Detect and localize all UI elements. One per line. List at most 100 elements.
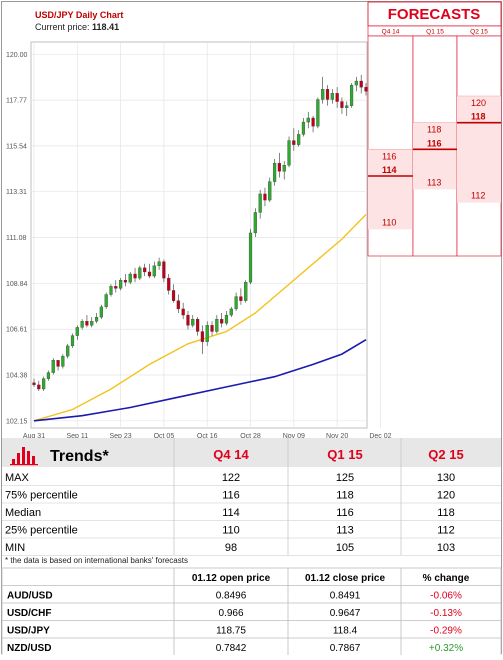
candle [94,313,99,324]
candle [258,189,262,219]
trends-row: MAX 122 125 130 [2,472,501,486]
candle [66,343,70,359]
trends-cell: 110 [222,525,240,537]
market-pair: USD/CHF [7,608,51,619]
market-col-header: % change [423,573,470,584]
candle [287,136,291,168]
candle-body [205,325,209,342]
candle [90,317,94,328]
candle-body [244,282,248,301]
candle [210,321,214,336]
candle-body [340,101,344,108]
candle [224,310,229,326]
candle [349,83,354,108]
candle-body [224,314,229,324]
candle-body [51,360,55,373]
candle-body [349,84,354,106]
market-frame [1,567,502,656]
trends-row: 75% percentile 116 118 120 [2,490,501,504]
market-col-header: 01.12 close price [305,573,385,584]
trends-cell: 116 [336,507,354,519]
candle [321,76,325,104]
trends-cell: 112 [437,525,455,537]
candle [143,263,147,277]
candle [152,261,156,279]
candle [171,284,176,303]
candle-body [152,265,156,277]
candle-body [268,181,272,201]
candle-body [292,140,296,145]
y-tick-label: 104.38 [6,373,28,380]
forecast-column: 120 118 112 [456,35,502,257]
trends-rows: MAX 122 125 130 75% percentile 116 118 120 Media… [2,472,501,556]
y-tick-label: 102.15 [6,418,28,425]
candle [234,292,238,311]
market-open: 118.75 [216,626,246,637]
market-open: 0.8496 [216,591,247,602]
candle [253,208,257,238]
candle [37,380,41,392]
forecast-median-label: 116 [427,138,442,148]
forecast-column: 116 114 110 [367,35,414,257]
trends-cell: 105 [336,542,354,554]
forecast-bottom-label: 113 [427,177,441,187]
candle-body [229,308,233,316]
trends-row-label: MAX [5,472,30,484]
market-change: -0.13% [430,608,462,619]
candle-body [325,89,330,100]
candle [104,292,108,309]
x-tick-label: Nov 09 [283,433,305,440]
candle-body [133,273,137,279]
trends-row-label: 75% percentile [5,490,78,502]
candle-body [138,267,142,279]
trends-row: Median 114 116 118 [2,507,501,521]
forecast-median-label: 118 [471,112,486,122]
market-table: 01.12 open price 01.12 close price % chang… [1,567,502,656]
forecast-median-label: 114 [382,165,397,175]
candle-body [297,134,301,145]
y-tick-label: 115.54 [6,143,27,150]
market-close: 118.4 [333,626,358,637]
candle [32,378,36,387]
moving-averages [33,214,367,422]
trends-cell: 118 [336,490,354,502]
candle [215,315,219,334]
candles [32,74,368,392]
candle-body [258,193,262,213]
y-tick-label: 111.08 [6,235,26,242]
market-rows: 01.12 open price 01.12 close price % chang… [1,567,502,656]
market-open: 0.7842 [216,643,247,654]
trends-row-label: 25% percentile [5,525,78,537]
candle-body [119,280,123,289]
trends-cell: 118 [437,507,455,519]
candle-body [61,355,65,367]
market-open: 0.966 [218,608,243,619]
candle [162,259,166,283]
candle-body [196,319,200,332]
candle [200,325,204,355]
candle-body [157,261,161,266]
candle-body [85,321,89,326]
trends-footnote: * the data is based on international ban… [5,556,188,565]
y-tick-label: 117.77 [6,98,27,105]
x-tick-label: Nov 20 [326,433,348,440]
candle [186,310,190,330]
candle-body [191,319,195,326]
candle-body [301,121,306,135]
x-axis-ticks: Aug 31 Sep 11 Sep 23 Oct 05 Oct 16 Oct 28 Nov … [23,433,392,440]
candle [272,159,277,186]
candle-body [143,267,147,273]
candle [325,85,330,106]
candle [239,288,243,305]
current-price: Current price: 118.41 [35,22,119,32]
candle [99,304,103,320]
market-pair: USD/JPY [7,626,50,637]
forecast-top-label: 116 [382,151,396,161]
candle [138,265,142,281]
ma-slow-line [33,339,367,422]
candle-body [239,296,243,301]
candle-body [123,280,128,283]
candle-body [248,232,253,283]
trends-row: 25% percentile 110 113 112 [2,525,501,539]
trends-col-header: Q1 15 [327,447,362,462]
